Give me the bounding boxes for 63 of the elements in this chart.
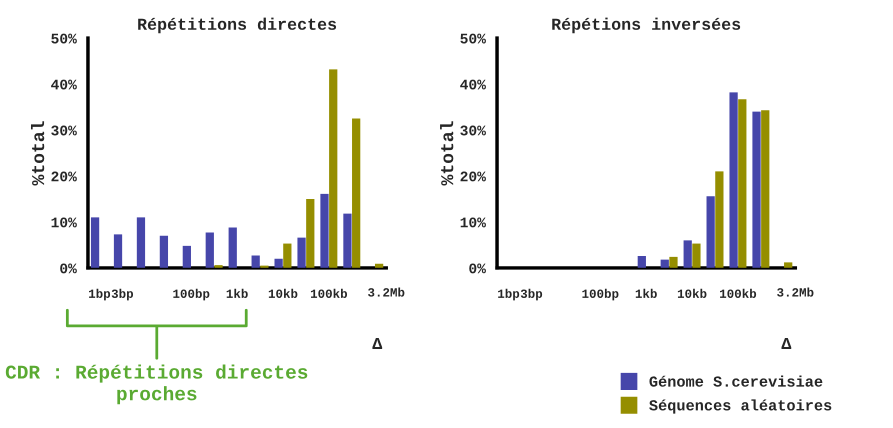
y-tick-label: 10% (460, 217, 486, 228)
bar (320, 194, 329, 268)
bar (738, 99, 746, 268)
y-tick-label: 10% (52, 217, 77, 228)
bar (784, 262, 792, 268)
bar (114, 234, 122, 268)
x-tick-label: 100bp (173, 288, 210, 300)
bar (228, 227, 237, 268)
bar (715, 171, 724, 268)
y-axis-title: %total (440, 121, 454, 186)
bar (684, 240, 692, 268)
chart-title: Répétions inversées (552, 18, 740, 34)
bar (669, 256, 678, 268)
x-tick-label: 3bp (520, 288, 542, 300)
x-axis-title: Δ (372, 338, 382, 349)
text: 3.2Mb (777, 287, 814, 297)
x-tick-label: 1bp (498, 288, 520, 300)
bar (638, 256, 646, 268)
legend-label: Génome S.cerevisiae (649, 376, 822, 387)
y-tick-label: 50% (460, 34, 486, 44)
x-axis-title: Δ (782, 338, 792, 349)
y-tick-label: 20% (460, 172, 486, 182)
y-tick-label: 20% (51, 172, 77, 182)
chart-title: Répétitions directes (138, 18, 336, 34)
x-tick-label: 100kb (720, 288, 756, 298)
x-tick-label: 3bp (112, 288, 134, 300)
bar (160, 236, 168, 268)
bar (182, 246, 191, 268)
x-tick-label: 10kb (678, 288, 706, 298)
bar (306, 198, 314, 268)
x-tick-label: 1kb (226, 288, 248, 298)
bar (692, 244, 701, 268)
bar (206, 232, 214, 268)
bar (283, 244, 292, 268)
x-tick-label: 1bp (89, 288, 110, 300)
x-tick-label: 10kb (268, 288, 298, 298)
bar (297, 238, 306, 268)
y-tick-label: 40% (51, 80, 77, 90)
bar (343, 214, 352, 268)
y-tick-label: 50% (51, 34, 77, 44)
x-tick-label: 100bp (582, 288, 618, 300)
bar (706, 196, 715, 268)
y-tick-label: 30% (460, 126, 486, 136)
bar (352, 118, 360, 268)
legend-label: Séquences aléatoires (649, 399, 832, 414)
x-tick-label: 100kb (310, 288, 348, 298)
y-axis-title: %total (30, 121, 44, 186)
bar (329, 69, 338, 268)
bar (761, 110, 770, 268)
x-tick-label: 1kb (636, 288, 657, 298)
bar (136, 217, 146, 268)
bar (752, 112, 761, 268)
text: 3.2Mb (368, 287, 404, 297)
y-tick-label: 0% (469, 263, 486, 274)
bar (252, 256, 260, 268)
bar (90, 217, 100, 268)
y-tick-label: 30% (51, 126, 77, 136)
y-tick-label: 0% (60, 263, 77, 274)
bar (274, 258, 283, 268)
bar (729, 92, 738, 268)
bar (660, 260, 669, 268)
y-tick-label: 40% (460, 80, 486, 90)
text: CDR : Répétitions directes proches (6, 364, 308, 404)
